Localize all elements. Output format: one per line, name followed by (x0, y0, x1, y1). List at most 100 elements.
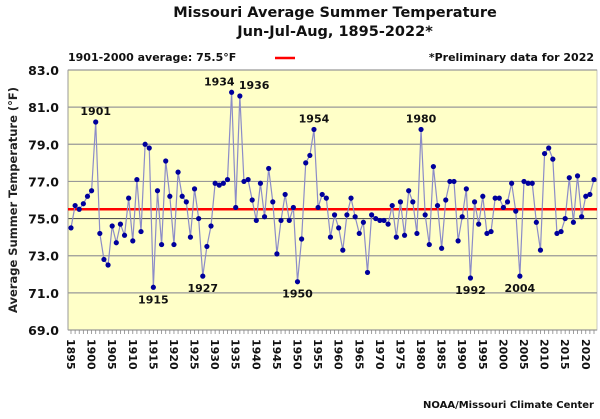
year-annotation: 2004 (505, 282, 536, 295)
x-tick-label: 1935 (229, 339, 242, 370)
data-point (150, 284, 156, 290)
x-tick-label: 1965 (352, 339, 365, 370)
data-point (393, 234, 399, 240)
x-tick-label: 2005 (517, 339, 530, 370)
year-annotation: 1936 (239, 79, 270, 92)
year-annotation: 1954 (299, 112, 330, 125)
data-point (113, 240, 119, 246)
data-point (274, 251, 280, 257)
data-point (196, 215, 202, 222)
data-point (550, 156, 556, 162)
x-tick-label: 1905 (105, 339, 118, 370)
data-point (286, 217, 292, 224)
year-annotation: 1901 (80, 105, 111, 118)
data-point (476, 221, 482, 227)
data-point (471, 199, 478, 205)
data-point (109, 223, 115, 229)
data-point (224, 176, 231, 183)
data-point (84, 193, 91, 199)
data-point (72, 202, 78, 209)
data-point (220, 180, 226, 186)
data-point (257, 180, 264, 186)
data-point (443, 197, 449, 203)
data-point (191, 186, 198, 192)
data-point (369, 212, 375, 218)
data-point (579, 214, 585, 220)
data-point (158, 241, 165, 248)
data-point (216, 182, 222, 188)
y-axis-label: Average Summer Temperature (°F) (6, 87, 20, 313)
year-annotation: 1927 (187, 282, 218, 295)
x-tick-label: 1915 (146, 339, 159, 370)
x-tick-label: 2010 (538, 339, 551, 370)
data-point (175, 169, 181, 175)
data-point (426, 241, 432, 248)
data-point (101, 256, 107, 263)
data-point (504, 199, 511, 205)
x-tick-label: 2020 (579, 339, 592, 370)
preliminary-note: *Preliminary data for 2022 (429, 51, 594, 64)
data-point (410, 199, 416, 205)
data-point (121, 232, 128, 238)
data-point (233, 204, 239, 211)
data-point (336, 225, 342, 231)
data-point (414, 230, 420, 237)
y-tick-label: 83.0 (28, 63, 59, 78)
x-tick-label: 1950 (290, 339, 303, 370)
data-point (455, 238, 461, 244)
data-point (299, 236, 305, 242)
data-point (245, 176, 251, 183)
data-point (278, 217, 284, 224)
data-point (389, 202, 395, 209)
year-annotation: 1915 (138, 293, 169, 306)
data-point (307, 152, 313, 159)
y-tick-label: 77.0 (28, 174, 59, 189)
data-point (562, 215, 568, 222)
data-point (521, 178, 527, 185)
data-point (187, 234, 194, 240)
data-point (496, 195, 502, 201)
data-point (183, 199, 189, 205)
data-point (126, 195, 132, 201)
data-point (356, 230, 362, 237)
year-annotation: 1950 (282, 288, 313, 301)
y-tick-label: 73.0 (28, 249, 59, 264)
chart-subtitle: Jun-Jul-Aug, 1895-2022* (236, 24, 433, 40)
data-point (179, 193, 185, 199)
data-point (377, 217, 383, 224)
data-point (352, 214, 358, 220)
data-point (327, 234, 334, 240)
x-tick-label: 1925 (188, 339, 201, 370)
y-tick-label: 79.0 (28, 137, 59, 152)
x-tick-label: 1920 (167, 339, 180, 370)
x-tick-label: 1895 (64, 339, 77, 370)
x-tick-label: 1980 (414, 339, 427, 370)
data-point (509, 180, 515, 186)
data-point (397, 199, 404, 205)
data-point (290, 204, 296, 211)
data-point (373, 215, 379, 222)
data-point (529, 180, 535, 186)
data-point (525, 180, 531, 186)
data-point (171, 241, 177, 248)
data-point (303, 160, 309, 166)
data-point (340, 247, 346, 253)
data-point (537, 247, 544, 253)
data-point (294, 279, 301, 285)
data-point (208, 223, 214, 229)
data-point (200, 273, 206, 279)
data-point (459, 214, 465, 220)
data-point (93, 119, 99, 125)
data-point (570, 219, 577, 225)
y-tick-label: 81.0 (28, 100, 59, 115)
data-point (138, 228, 144, 235)
x-tick-label: 1975 (393, 339, 406, 370)
data-point (241, 178, 247, 185)
data-point (76, 206, 82, 212)
data-point (88, 188, 95, 194)
data-point (583, 193, 589, 199)
x-tick-label: 1910 (126, 339, 139, 370)
data-point (492, 195, 498, 201)
data-point (591, 176, 597, 183)
